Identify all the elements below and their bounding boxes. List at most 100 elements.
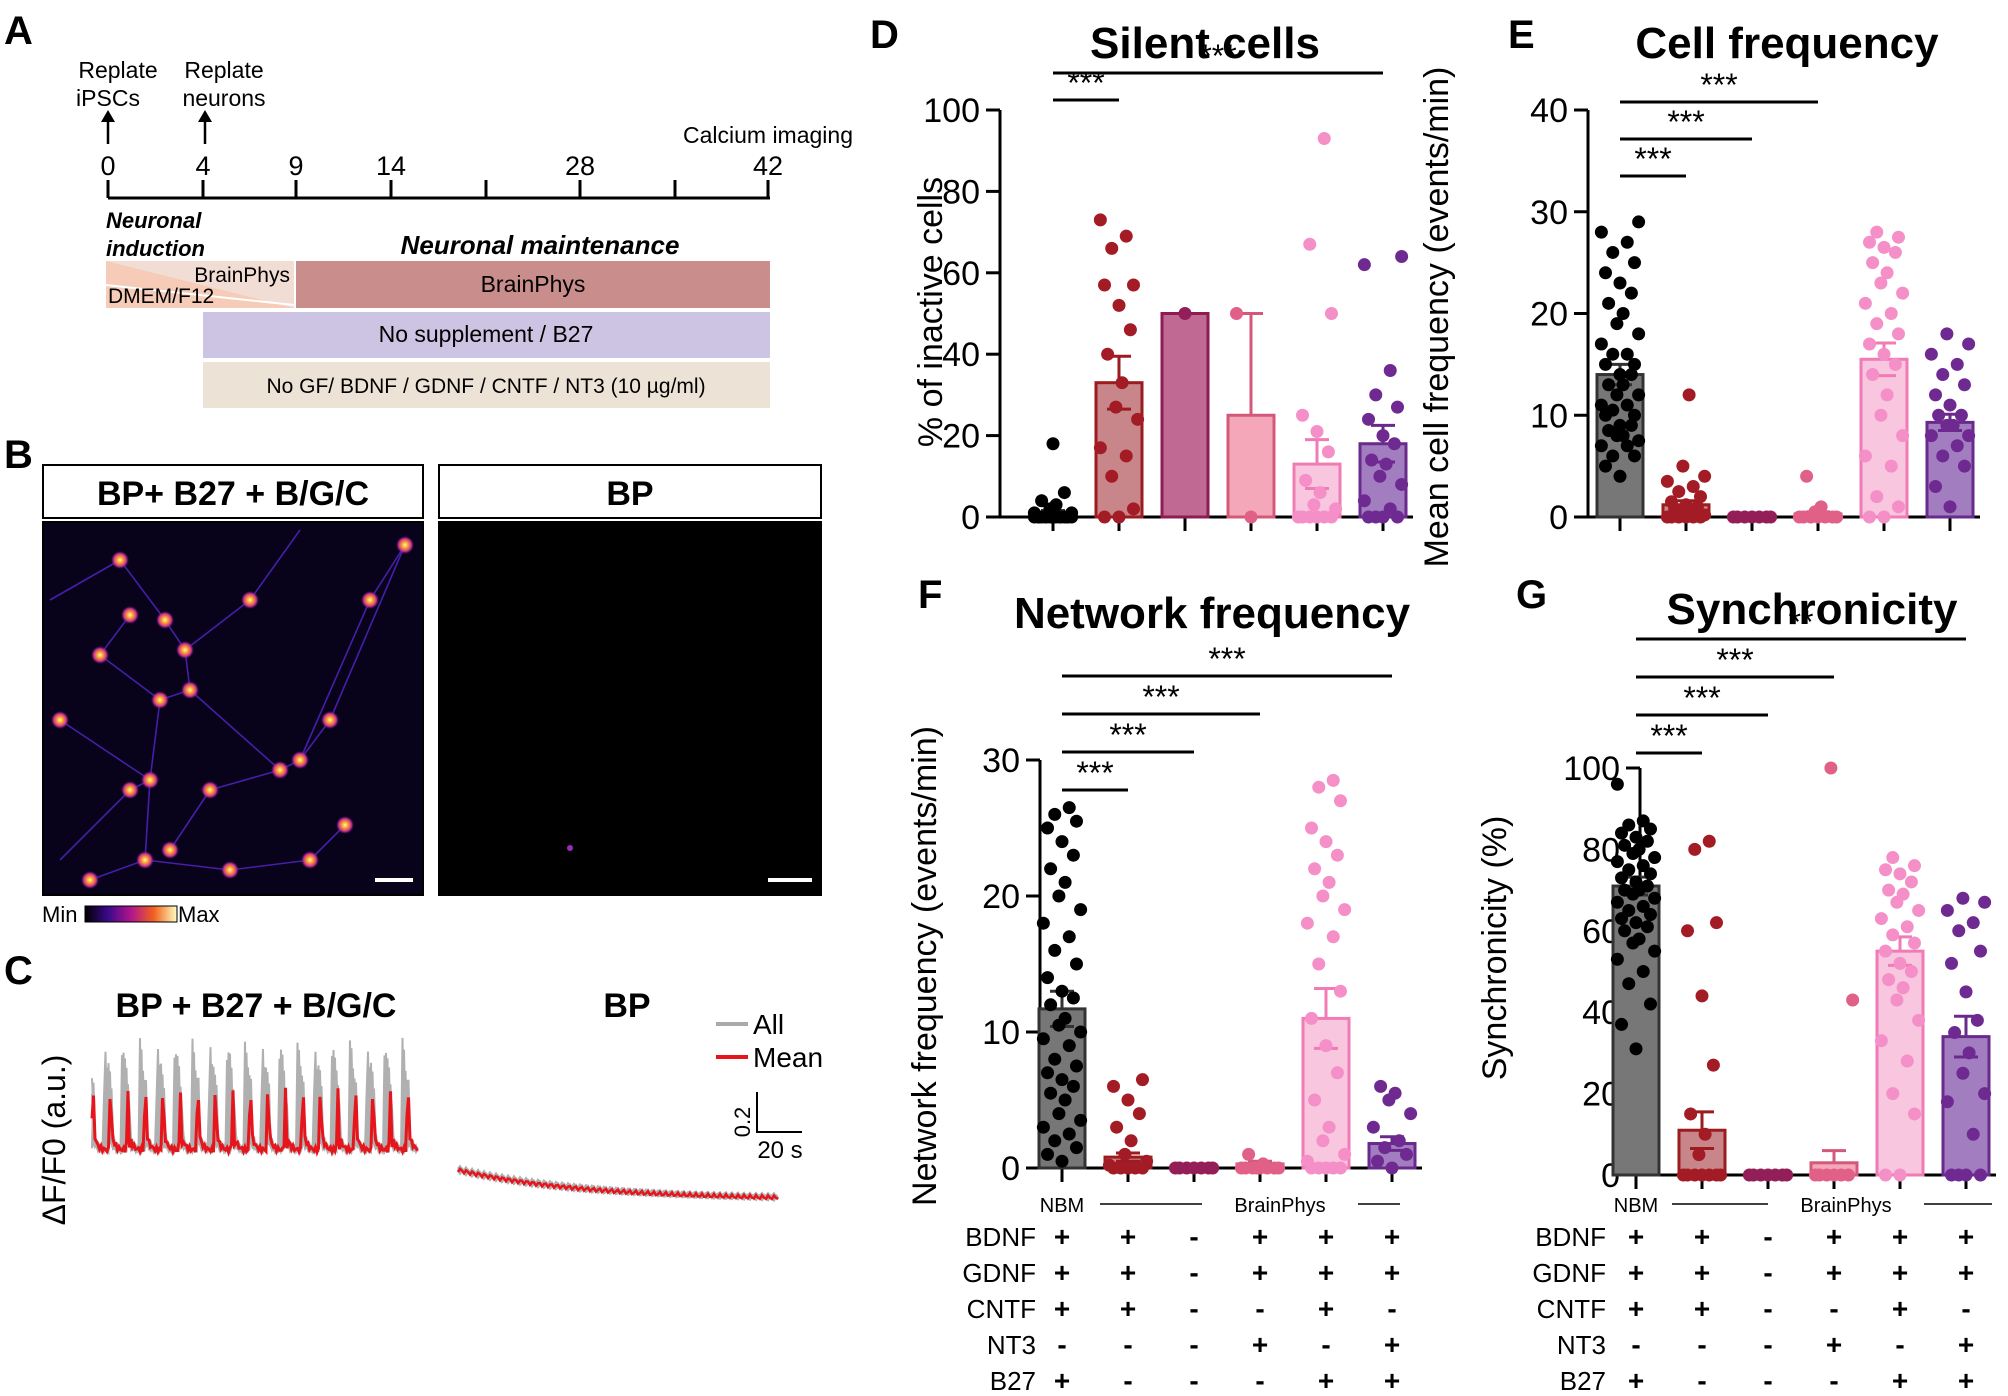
data-point (1618, 924, 1632, 938)
data-point (1688, 842, 1702, 856)
data-point (1055, 835, 1069, 849)
data-point (1305, 1011, 1319, 1025)
data-point (1074, 903, 1088, 917)
condition-value: - (1829, 1365, 1838, 1396)
data-point (1622, 903, 1636, 917)
data-point (1896, 981, 1910, 995)
condition-value: - (1697, 1329, 1706, 1360)
data-point (1907, 1107, 1921, 1121)
condition-value: - (1763, 1365, 1772, 1396)
condition-name: B27 (1560, 1366, 1606, 1396)
data-point (1870, 225, 1884, 239)
data-point (1093, 213, 1107, 227)
panel-letter-b: B (4, 433, 33, 477)
data-point (1858, 449, 1872, 463)
day-9: 9 (288, 151, 303, 181)
data-point (1230, 307, 1244, 320)
panel-letter-c: C (4, 949, 33, 993)
cell-body (181, 681, 199, 699)
data-point (1300, 1154, 1314, 1168)
neuron-network (49, 529, 414, 889)
condition-value: + (1892, 1221, 1908, 1252)
data-point (1126, 278, 1140, 292)
data-point (1874, 408, 1888, 422)
chart-network-frequency: Network frequency Network frequency (even… (906, 589, 1422, 1206)
data-point (1891, 500, 1905, 514)
data-point (1936, 449, 1950, 463)
data-point (1846, 993, 1860, 1007)
growth-factor-bar (203, 362, 770, 408)
significance-label: *** (1634, 141, 1671, 177)
chart-title: Network frequency (1014, 589, 1411, 638)
data-point (1629, 1042, 1643, 1056)
condition-value: + (1318, 1293, 1334, 1324)
data-point (1330, 1066, 1344, 1080)
data-point (1303, 237, 1317, 251)
data-point (1206, 1161, 1220, 1175)
data-point (1884, 307, 1898, 320)
data-point (1690, 500, 1704, 514)
data-point (1326, 1161, 1340, 1175)
data-point (1110, 1120, 1124, 1134)
neurite (369, 544, 406, 601)
data-point (1780, 1168, 1794, 1182)
neurite (59, 789, 131, 861)
data-point (1768, 1168, 1782, 1182)
data-point (1322, 1120, 1336, 1134)
image-right-title-box (438, 464, 822, 519)
y-tick-label: 100 (923, 92, 980, 130)
data-point (1629, 830, 1643, 844)
condition-name: GDNF (962, 1258, 1036, 1288)
data-point (1886, 851, 1900, 865)
data-point (1632, 388, 1646, 402)
imaging-panel: BP+ B27 + B/G/C BP Min Max (42, 464, 822, 927)
condition-value: - (1189, 1329, 1198, 1360)
condition-value: + (1120, 1257, 1136, 1288)
data-point (1620, 439, 1634, 453)
data-point (1706, 1058, 1720, 1072)
neurite (144, 859, 231, 871)
condition-value: + (1054, 1221, 1070, 1252)
data-point (1709, 916, 1723, 930)
condition-value: + (1318, 1221, 1334, 1252)
data-point (1820, 1168, 1834, 1182)
data-point (1956, 1066, 1970, 1080)
conditions-table-f: NBM BrainPhys BDNF + + - + + + GDNF + + - + + + CNTF + + - -… (962, 1195, 1400, 1396)
data-point (1338, 903, 1352, 917)
data-point (1119, 449, 1133, 463)
data-point (1880, 266, 1894, 280)
data-point (1326, 773, 1340, 787)
data-point (1943, 398, 1957, 412)
data-point (1312, 780, 1326, 794)
conditions-table-g: NBM BrainPhys BDNF + + - + + + GDNF + + - + + + CNTF + + - -… (1532, 1195, 1992, 1396)
data-point (1636, 814, 1650, 828)
image-right (438, 521, 822, 896)
trace-mean (90, 1087, 419, 1158)
condition-name: NT3 (1557, 1330, 1606, 1360)
data-point (1742, 1168, 1756, 1182)
data-point (1105, 241, 1119, 255)
condition-value: + (1318, 1365, 1334, 1396)
neurite (149, 699, 161, 781)
data-point (1884, 459, 1898, 473)
chart-cell-frequency: Cell frequency Mean cell frequency (event… (1418, 19, 1980, 567)
data-point (1863, 337, 1877, 351)
condition-name: GDNF (1532, 1258, 1606, 1288)
data-point (1118, 1147, 1132, 1161)
data-point (1036, 1120, 1050, 1134)
data-point (1702, 834, 1716, 848)
data-point (1055, 1154, 1069, 1168)
condition-value: + (1252, 1329, 1268, 1360)
data-point (1738, 510, 1752, 524)
data-point (1893, 867, 1907, 881)
data-point (1866, 368, 1880, 382)
data-point (1135, 1073, 1149, 1087)
data-point (1046, 437, 1060, 451)
data-point (1636, 859, 1650, 873)
data-point (1041, 1066, 1055, 1080)
data-point (1858, 296, 1872, 310)
data-point (1627, 357, 1641, 371)
data-point (1057, 486, 1071, 500)
data-point (1069, 1141, 1083, 1155)
